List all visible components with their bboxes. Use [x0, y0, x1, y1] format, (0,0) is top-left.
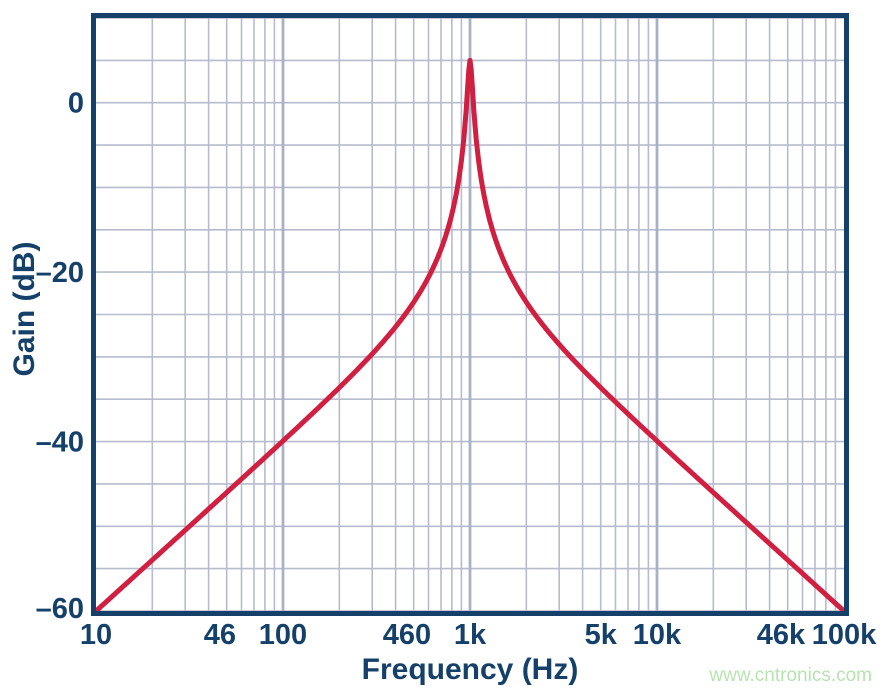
y-axis-title: Gain (dB) [8, 241, 41, 377]
x-tick-label: 5k [585, 619, 618, 651]
x-axis-title: Frequency (Hz) [361, 653, 579, 686]
x-tick-labels: 10 46 100 460 1k 5k 10k 46k 100k [80, 619, 877, 651]
y-tick-label: –20 [36, 257, 84, 289]
x-tick-label: 100 [259, 619, 307, 651]
response-curve [93, 57, 847, 614]
plot-border [91, 13, 849, 616]
y-tick-label: 0 [68, 88, 84, 120]
y-tick-labels: 0 –20 –40 –60 [36, 88, 84, 625]
y-tick-label: –60 [36, 593, 84, 625]
x-tick-label: 10k [633, 619, 682, 651]
grid-lines [96, 17, 844, 612]
x-tick-label: 1k [454, 619, 487, 651]
watermark-text: www.cntronics.com [709, 665, 872, 686]
x-tick-label: 46 [204, 619, 236, 651]
y-tick-label: –40 [36, 427, 84, 459]
x-tick-label: 460 [383, 619, 431, 651]
x-tick-label: 10 [80, 619, 112, 651]
x-tick-label: 46k [757, 619, 806, 651]
x-tick-label: 100k [812, 619, 877, 651]
